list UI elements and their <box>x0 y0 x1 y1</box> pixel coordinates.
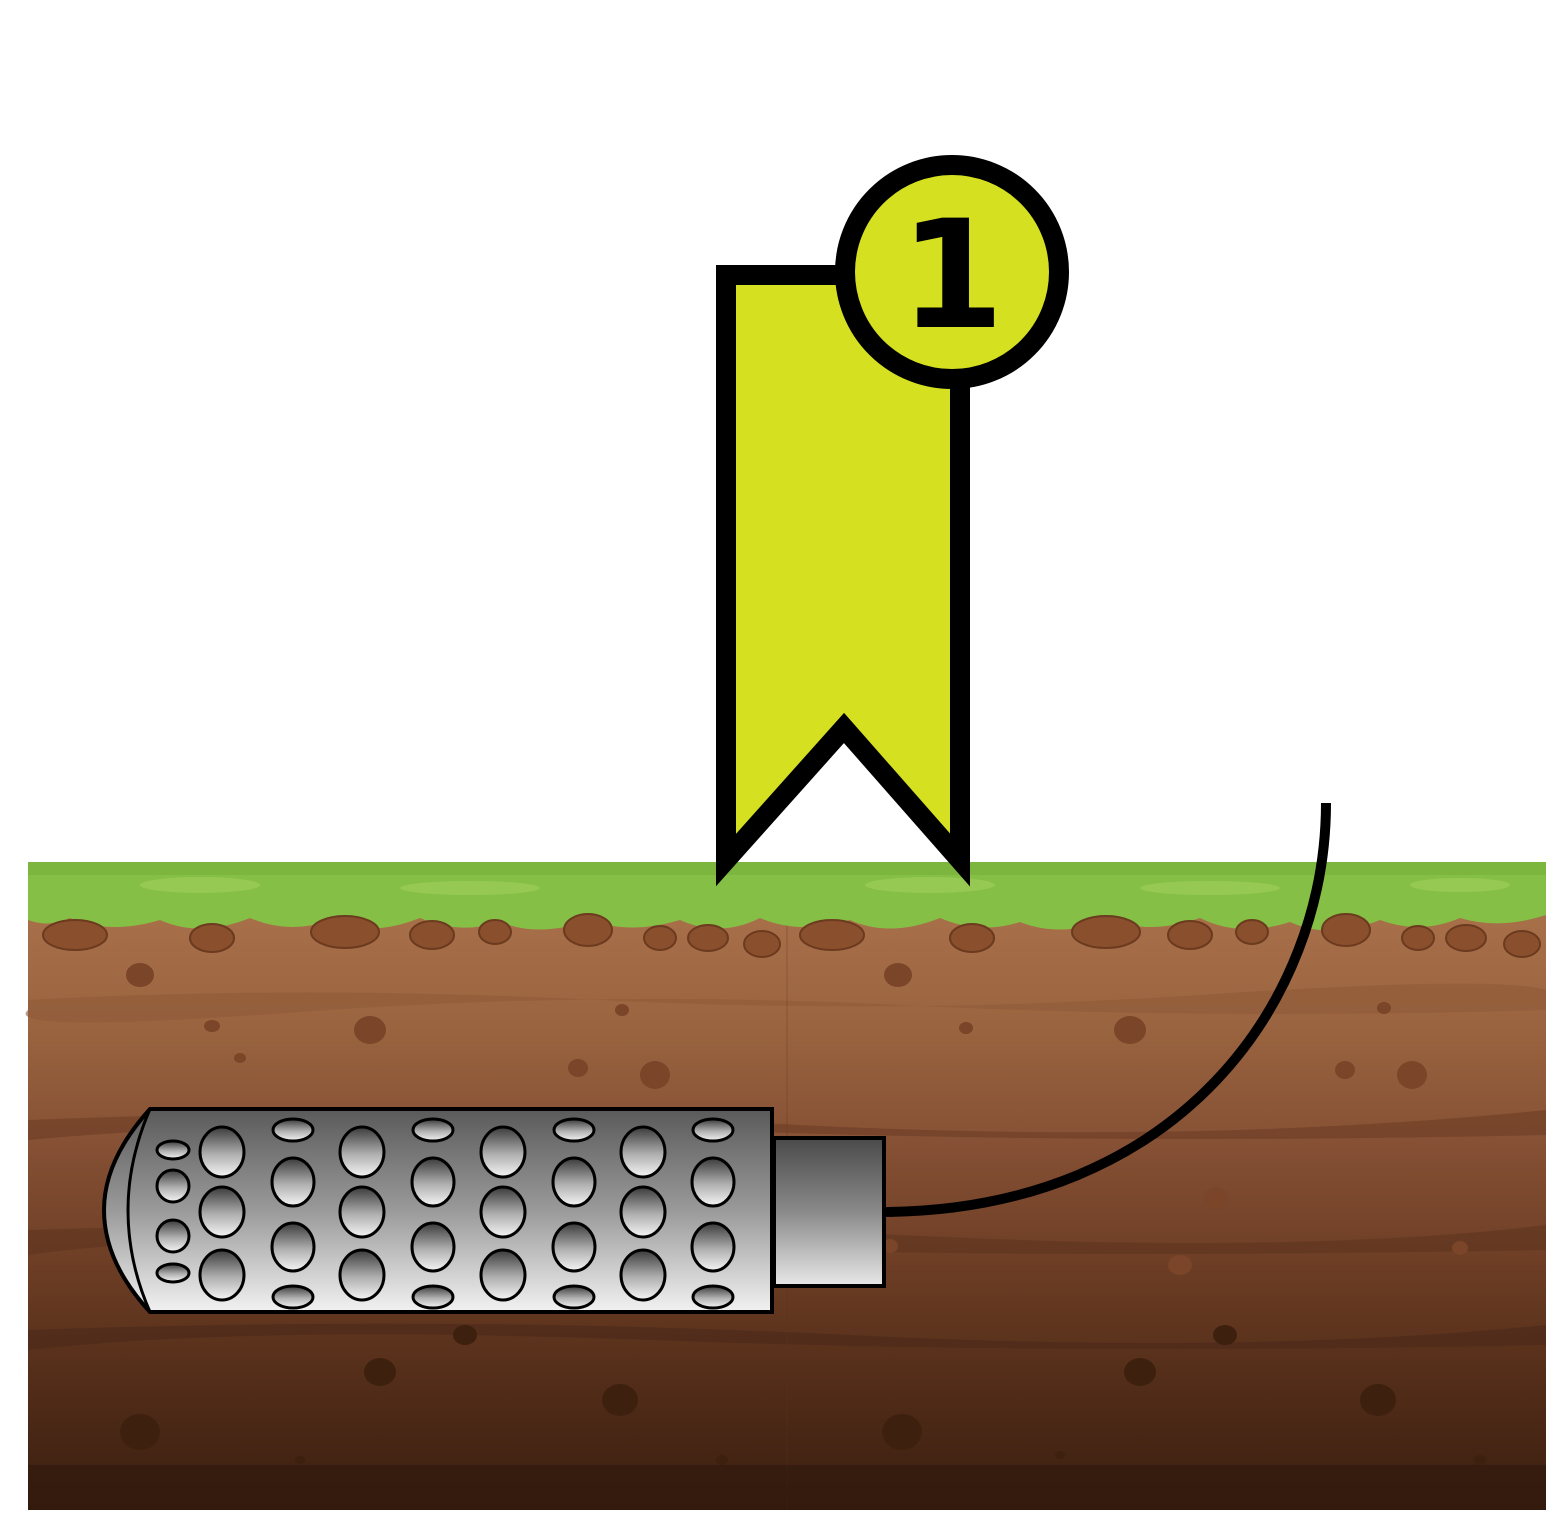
sensor-hole <box>551 1156 597 1208</box>
sensor-hole <box>338 1248 386 1302</box>
sensor-hole <box>270 1156 316 1208</box>
soil-pebbles <box>126 963 1468 1275</box>
sensor-hole <box>619 1248 667 1302</box>
sensor-hole <box>410 1221 456 1273</box>
topsoil-clods <box>42 913 1541 958</box>
sensor-body <box>101 1107 774 1314</box>
sensor-hole <box>338 1125 386 1179</box>
sensor-hole <box>479 1125 527 1179</box>
number-badge-icon: 1 <box>835 155 1069 389</box>
sensor-hole <box>271 1284 315 1310</box>
sensor-hole <box>338 1185 386 1239</box>
sensor-hole <box>270 1221 316 1273</box>
sensor-connector-cap <box>772 1136 886 1288</box>
sensor-hole <box>411 1117 455 1143</box>
sensor-hole <box>690 1156 736 1208</box>
sensor-hole <box>552 1117 596 1143</box>
sensor-hole <box>551 1221 597 1273</box>
sensor-hole <box>691 1117 735 1143</box>
sensor-hole <box>619 1185 667 1239</box>
deep-soil-pebbles <box>120 1325 1486 1465</box>
sensor-hole <box>479 1185 527 1239</box>
sensor-hole <box>198 1185 246 1239</box>
sensor-hole <box>690 1221 736 1273</box>
sensor-hole <box>198 1125 246 1179</box>
sensor-perforations <box>155 1117 736 1310</box>
sensor-hole <box>619 1125 667 1179</box>
sensor-hole <box>411 1284 455 1310</box>
sensor-hole <box>198 1248 246 1302</box>
sensor-hole <box>271 1117 315 1143</box>
cable-icon <box>883 802 1331 1217</box>
sensor-hole <box>155 1168 191 1204</box>
sensor-hole <box>691 1284 735 1310</box>
sensor-hole <box>155 1218 191 1254</box>
sensor-hole <box>410 1156 456 1208</box>
sensor-hole <box>552 1284 596 1310</box>
marker-number-label: 1 <box>900 189 1004 363</box>
grass-layer <box>28 862 1546 931</box>
soil-sensor-icon <box>101 1107 886 1314</box>
sensor-hole <box>155 1139 191 1161</box>
sensor-hole <box>155 1262 191 1284</box>
sensor-hole <box>479 1248 527 1302</box>
